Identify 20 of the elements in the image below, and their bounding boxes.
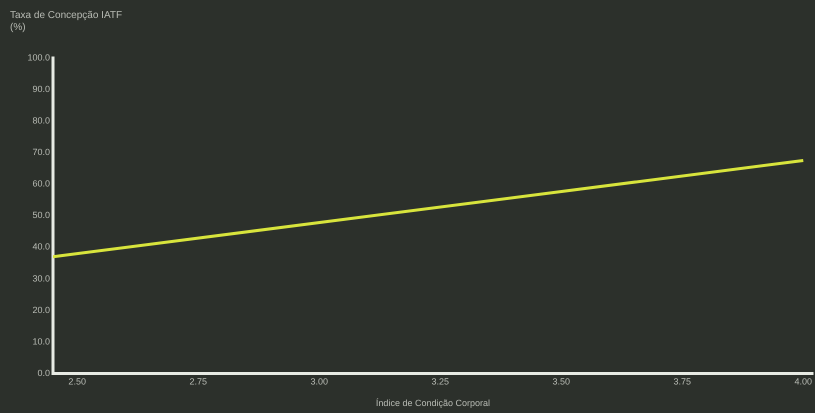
x-tick-label: 3.00 <box>310 376 328 386</box>
x-tick-label: 3.75 <box>673 376 691 386</box>
y-tick-label: 10.0 <box>32 336 50 346</box>
x-tick-label: 2.50 <box>68 376 86 386</box>
y-axis-title: Taxa de Concepção IATF (%) <box>10 10 124 34</box>
y-tick-label: 80.0 <box>32 116 50 126</box>
y-tick-label: 50.0 <box>32 210 50 220</box>
y-tick-label: 20.0 <box>32 304 50 315</box>
x-axis-title: Índice de Condição Corporal <box>376 398 490 408</box>
y-tick-label: 0.0 <box>37 368 50 378</box>
y-tick-label: 70.0 <box>32 147 50 158</box>
y-tick-label: 90.0 <box>32 84 50 94</box>
y-tick-label: 100.0 <box>27 52 50 62</box>
y-tick-label: 30.0 <box>32 273 50 284</box>
x-tick-label: 4.00 <box>794 376 812 386</box>
x-tick-label: 3.50 <box>552 376 570 386</box>
x-tick-label: 2.75 <box>189 376 207 386</box>
y-tick-label: 60.0 <box>32 178 50 189</box>
x-tick-label: 3.25 <box>431 376 449 386</box>
y-tick-label: 40.0 <box>32 242 50 252</box>
